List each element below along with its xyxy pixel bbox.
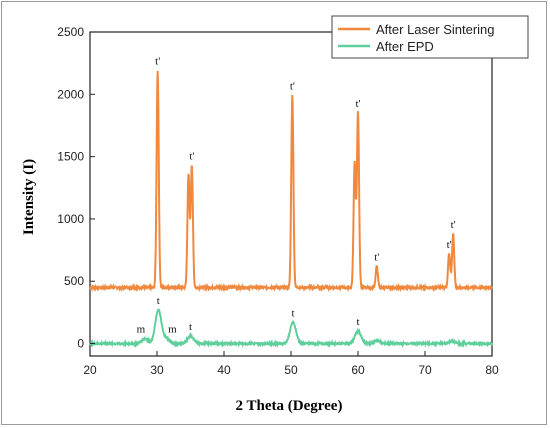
y-tick-label: 1000 bbox=[57, 212, 84, 226]
x-tick-label: 60 bbox=[351, 363, 365, 377]
peak-label: t' bbox=[447, 239, 452, 251]
peak-label: t' bbox=[155, 56, 160, 68]
y-tick-label: 1500 bbox=[57, 150, 84, 164]
y-tick-label: 0 bbox=[77, 337, 84, 351]
x-axis-title: 2 Theta (Degree) bbox=[236, 398, 343, 414]
y-tick-label: 500 bbox=[64, 274, 84, 288]
legend-label: After Laser Sintering bbox=[376, 22, 495, 37]
peak-label: m bbox=[137, 324, 146, 336]
peak-label: t' bbox=[451, 219, 456, 231]
x-tick-label: 70 bbox=[418, 363, 432, 377]
peak-label: t bbox=[356, 316, 359, 328]
x-tick-label: 20 bbox=[83, 363, 97, 377]
peak-label: t bbox=[157, 295, 160, 307]
x-tick-label: 50 bbox=[284, 363, 298, 377]
peak-label: t bbox=[291, 307, 294, 319]
series-line-after-laser-sintering bbox=[89, 71, 493, 293]
series-line-after-epd bbox=[89, 308, 493, 349]
x-tick-label: 30 bbox=[150, 363, 164, 377]
x-tick-label: 40 bbox=[217, 363, 231, 377]
y-tick-label: 2500 bbox=[57, 25, 84, 39]
peak-label: t' bbox=[355, 98, 360, 110]
peak-label: t' bbox=[374, 251, 379, 263]
x-tick-label: 80 bbox=[485, 363, 499, 377]
peak-label: t bbox=[189, 321, 192, 333]
peak-label: t' bbox=[290, 81, 295, 93]
peak-label: t' bbox=[189, 150, 194, 162]
y-tick-label: 2000 bbox=[57, 87, 84, 101]
y-axis-title: Intensity (I) bbox=[21, 159, 37, 235]
legend-box bbox=[331, 15, 529, 59]
legend-label: After EPD bbox=[376, 39, 434, 54]
peak-label: m bbox=[168, 324, 177, 336]
